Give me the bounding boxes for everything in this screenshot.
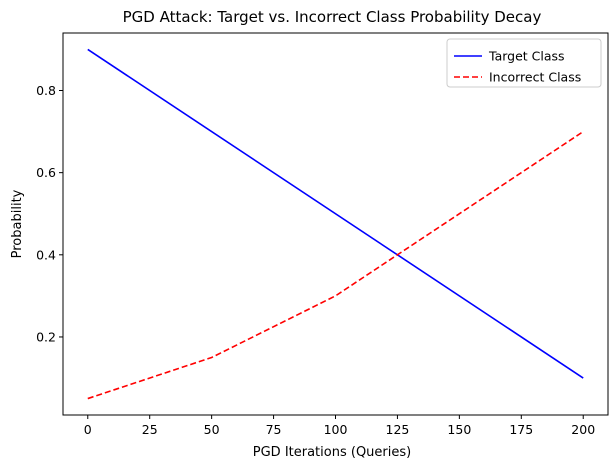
y-tick-label: 0.6 — [36, 165, 56, 180]
y-tick-label: 0.2 — [36, 329, 56, 344]
x-tick-label: 125 — [386, 422, 410, 437]
y-axis-label: Probability — [10, 189, 25, 258]
plot-area — [87, 48, 584, 400]
y-axis: 0.2 0.4 0.6 0.8 — [36, 83, 63, 344]
chart-title: PGD Attack: Target vs. Incorrect Class P… — [123, 8, 542, 26]
legend: Target Class Incorrect Class — [446, 38, 602, 88]
x-tick-label: 25 — [142, 422, 158, 437]
legend-label: Target Class — [488, 49, 565, 64]
y-tick-label: 0.8 — [36, 83, 56, 98]
x-tick-label: 200 — [571, 422, 595, 437]
x-tick-label: 100 — [324, 422, 348, 437]
y-tick-label: 0.4 — [36, 247, 56, 262]
x-tick-label: 0 — [84, 422, 92, 437]
axes-frame — [62, 32, 609, 416]
x-axis: 0 25 50 75 100 125 150 175 200 — [84, 415, 595, 437]
x-tick-label: 50 — [204, 422, 220, 437]
x-tick-label: 150 — [447, 422, 471, 437]
x-tick-label: 175 — [509, 422, 533, 437]
legend-box — [446, 38, 602, 88]
x-tick-label: 75 — [266, 422, 282, 437]
series-line-incorrect-class — [87, 130, 584, 400]
legend-label: Incorrect Class — [489, 70, 581, 85]
series-line-target-class — [87, 48, 584, 379]
x-axis-label: PGD Iterations (Queries) — [253, 445, 411, 460]
